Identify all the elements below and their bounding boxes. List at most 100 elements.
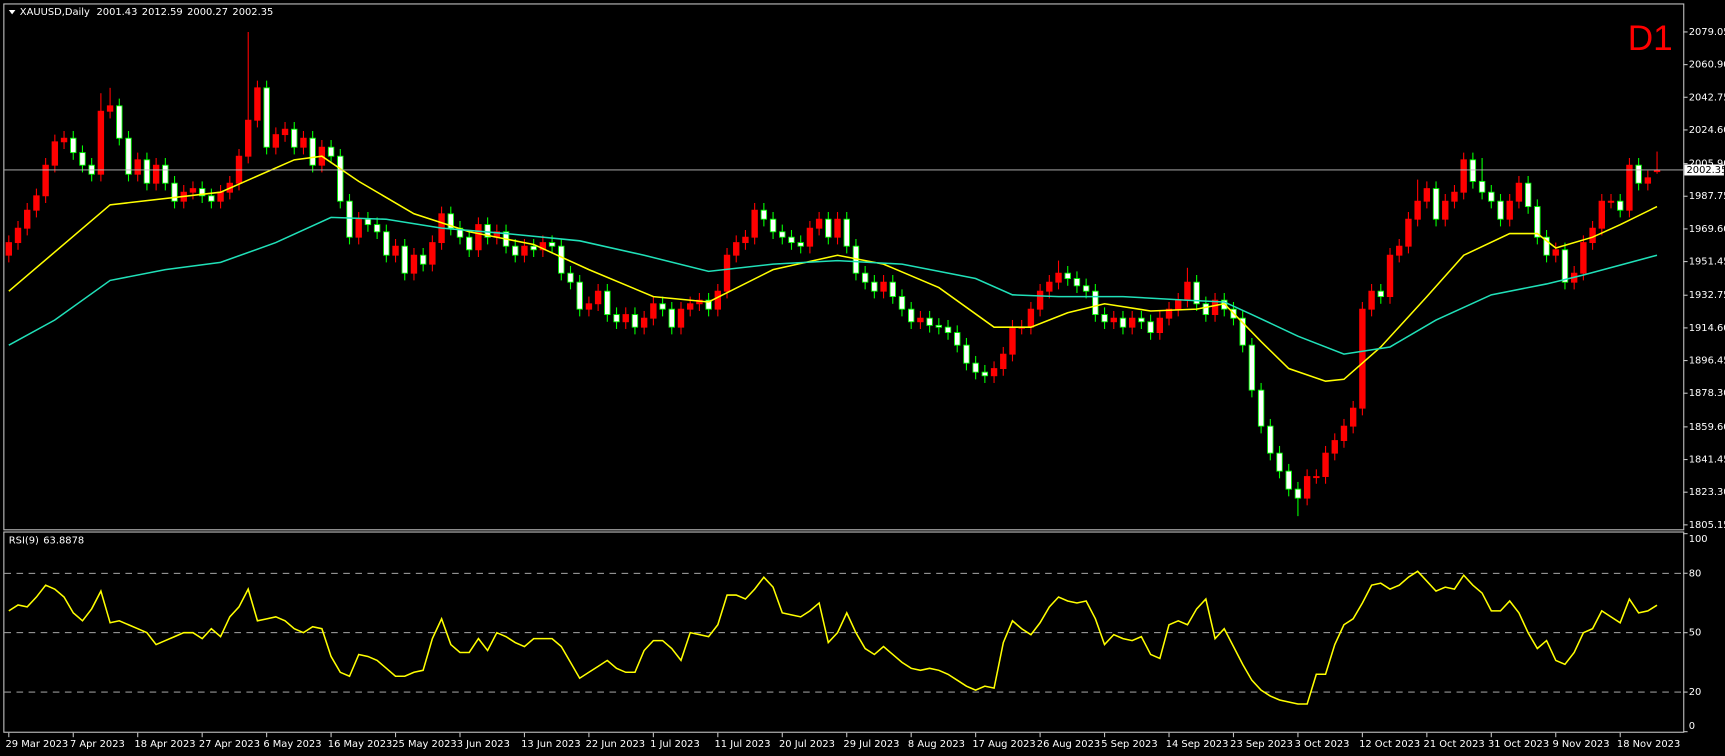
x-tick-label: 25 May 2023 [392, 739, 457, 750]
x-tick-label: 27 Apr 2023 [199, 739, 260, 750]
y-tick-label: 2024.60 [1689, 125, 1725, 136]
candle-body [981, 371, 989, 377]
candle-body [1451, 191, 1458, 202]
candle-body [24, 209, 31, 229]
candle-body [705, 299, 712, 310]
candle-body [954, 332, 961, 346]
candle-body [622, 314, 629, 323]
x-tick-label: 14 Sep 2023 [1166, 739, 1229, 750]
y-tick-label: 1859.60 [1689, 422, 1725, 433]
candle-body [419, 254, 427, 265]
candle-body [963, 344, 970, 364]
x-tick-label: 11 Jul 2023 [715, 739, 771, 750]
candle-body [1128, 317, 1136, 328]
candle-body [79, 152, 86, 166]
candle-body [125, 137, 132, 175]
current-price-tag [1684, 164, 1724, 176]
candle-body [33, 195, 40, 211]
candle-body [926, 317, 933, 326]
rsi-y-tick-label: 100 [1689, 534, 1708, 545]
candle-body [1036, 290, 1044, 310]
candle-body [364, 218, 372, 226]
candle-body [401, 245, 408, 274]
candle-body [1543, 236, 1550, 256]
candle-body [198, 188, 206, 197]
rsi-y-tick-label: 50 [1689, 628, 1702, 639]
x-tick-label: 9 Nov 2023 [1552, 739, 1609, 750]
x-tick-label: 18 Nov 2023 [1617, 739, 1680, 750]
candle-body [171, 182, 178, 202]
candle-body [972, 362, 979, 373]
rsi-line [8, 570, 1658, 705]
x-tick-label: 31 Oct 2023 [1488, 739, 1549, 750]
y-tick-label: 1914.60 [1689, 323, 1725, 334]
candle-body [815, 218, 823, 229]
candle-body [640, 317, 648, 328]
candle-body [1027, 308, 1035, 328]
candle-body [1000, 353, 1007, 370]
candle-body [245, 119, 252, 157]
candle-body [1331, 440, 1338, 454]
candle-body [908, 308, 915, 323]
candle-body [208, 195, 215, 202]
x-tick-label: 5 Sep 2023 [1101, 739, 1157, 750]
x-tick-label: 16 May 2023 [328, 739, 393, 750]
candle-body [1626, 164, 1633, 211]
candle-body [871, 281, 878, 292]
y-tick-label: 2042.75 [1689, 92, 1725, 103]
x-tick-label: 1 Jul 2023 [650, 739, 700, 750]
menu-arrow [8, 10, 16, 15]
candle-body [1101, 314, 1108, 323]
x-tick-label: 17 Aug 2023 [972, 739, 1035, 750]
candle-body [1193, 281, 1200, 305]
y-tick-label: 1951.45 [1689, 257, 1725, 268]
candle-body [1349, 407, 1357, 427]
rsi-y-tick-label: 0 [1689, 721, 1695, 732]
candle-body [51, 141, 59, 166]
candle-body [162, 164, 169, 184]
rsi-title: RSI(9) [9, 535, 39, 546]
header-low: 2000.27 [187, 7, 228, 18]
candle-body [917, 317, 924, 323]
candle-body [217, 191, 224, 202]
y-tick-label: 2005.90 [1689, 159, 1725, 170]
candle-body [152, 164, 160, 184]
candle-body [1202, 303, 1210, 316]
candle-body [1285, 470, 1292, 490]
header-high: 2012.59 [142, 7, 183, 18]
candle-body [42, 164, 49, 197]
candle-body [760, 209, 768, 220]
candle-body [935, 324, 943, 328]
candle-body [677, 308, 685, 328]
x-tick-label: 12 Oct 2023 [1359, 739, 1420, 750]
candle-body [1524, 182, 1532, 208]
candle-body [291, 128, 298, 148]
y-tick-label: 2079.05 [1689, 27, 1725, 38]
candle-body [116, 105, 123, 139]
candle-body [751, 209, 758, 238]
candle-body [1322, 452, 1329, 477]
candle-body [1165, 308, 1173, 319]
candle-body [1589, 227, 1596, 244]
candle-body [1303, 476, 1311, 499]
candle-body [410, 254, 418, 274]
candle-body [1082, 285, 1090, 292]
candle-body [668, 308, 675, 328]
rsi-header: RSI(9) 63.8878 [9, 535, 84, 546]
x-tick-label: 22 Jun 2023 [586, 739, 646, 750]
candle-body [1064, 272, 1071, 280]
candle-body [1552, 249, 1559, 256]
y-tick-label: 2060.90 [1689, 60, 1725, 71]
candle-body [687, 303, 694, 310]
x-tick-label: 29 Jul 2023 [843, 739, 899, 750]
candle-body [604, 290, 611, 316]
current-price-label: 2002.35 [1686, 165, 1725, 176]
candle-body [143, 159, 151, 184]
candle-body [272, 134, 280, 148]
candle-body [1488, 191, 1495, 202]
candle-body [1110, 317, 1117, 323]
candle-body [5, 242, 12, 256]
